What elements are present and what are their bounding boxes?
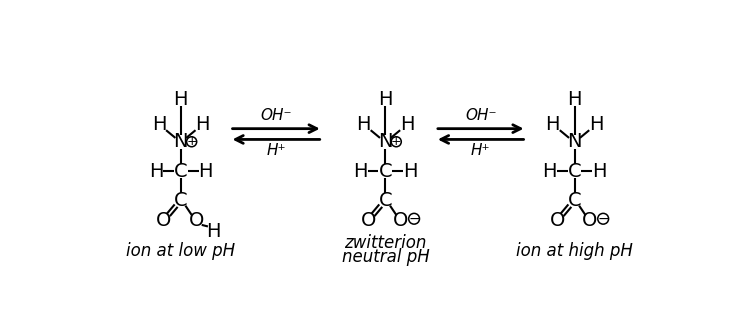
Text: ion at low pH: ion at low pH [126,242,235,260]
Text: H: H [545,115,560,134]
Text: N: N [567,132,582,151]
Text: H: H [196,115,210,134]
Text: H: H [403,162,417,180]
Text: H: H [400,115,414,134]
Text: OH⁻: OH⁻ [260,108,292,123]
Text: C: C [378,191,393,210]
Text: ion at high pH: ion at high pH [516,242,633,260]
Text: O: O [361,211,376,230]
Text: H: H [592,162,607,180]
Text: O: O [156,211,171,230]
Text: −: − [408,212,420,226]
Text: +: + [391,135,402,148]
Text: H⁺: H⁺ [471,144,490,158]
Text: O: O [582,211,598,230]
Text: O: O [393,211,408,230]
Text: C: C [568,162,581,180]
Text: C: C [568,191,581,210]
Text: H: H [206,221,220,241]
Text: H: H [589,115,603,134]
Text: H⁺: H⁺ [266,144,286,158]
Text: −: − [597,212,609,226]
Text: neutral pH: neutral pH [341,248,429,266]
Text: H: H [542,162,557,180]
Text: zwitterion: zwitterion [344,234,426,252]
Text: H: H [152,115,166,134]
Text: H: H [199,162,213,180]
Text: N: N [378,132,393,151]
Text: C: C [174,191,187,210]
Text: H: H [567,90,582,109]
Text: O: O [550,211,566,230]
Text: O: O [189,211,204,230]
Text: H: H [353,162,368,180]
Text: +: + [186,135,197,148]
Text: OH⁻: OH⁻ [465,108,496,123]
Text: H: H [378,90,393,109]
Text: C: C [174,162,187,180]
Text: N: N [174,132,188,151]
Text: C: C [378,162,393,180]
Text: H: H [356,115,371,134]
Text: H: H [149,162,163,180]
Text: H: H [174,90,188,109]
